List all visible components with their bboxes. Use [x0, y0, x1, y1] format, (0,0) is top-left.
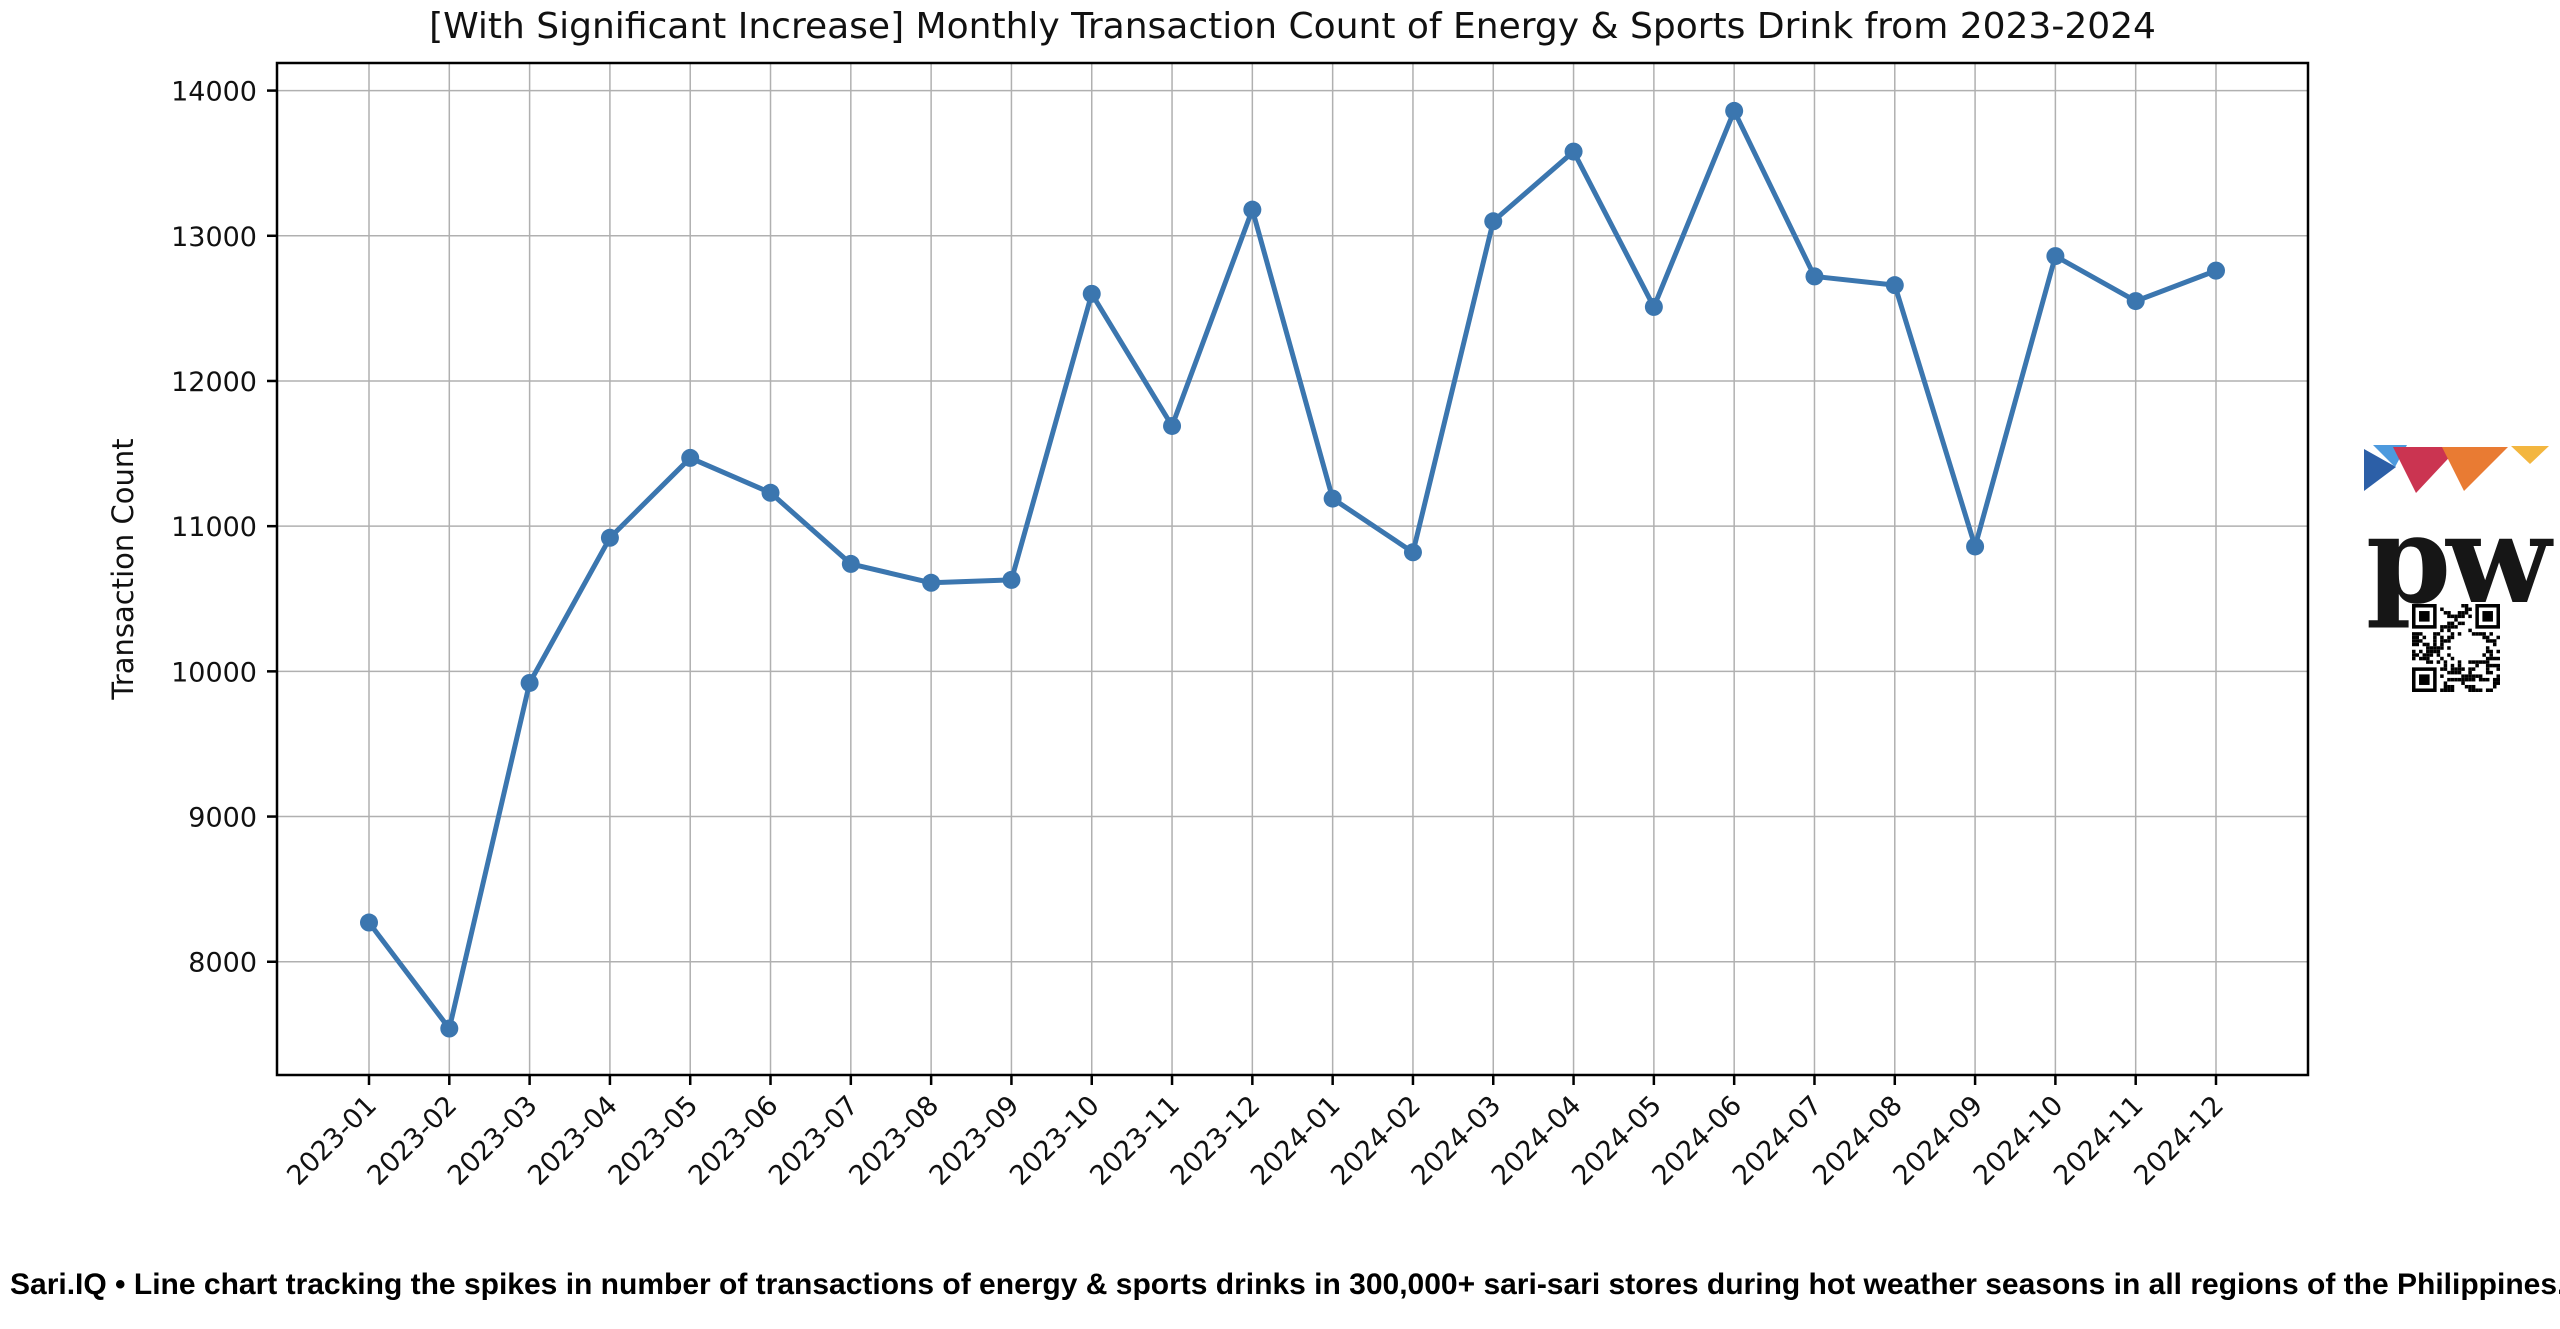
data-point [1082, 284, 1101, 303]
x-tick-label: 2024-12 [2128, 1090, 2230, 1192]
y-tick-label: 8000 [188, 948, 257, 979]
data-point [360, 913, 378, 932]
y-tick-label: 11000 [171, 512, 257, 543]
y-tick-label: 13000 [171, 222, 257, 253]
data-point [1323, 489, 1342, 508]
data-point [1243, 200, 1262, 219]
data-point [1484, 212, 1503, 231]
data-point [1403, 543, 1422, 562]
bottom-caption: Sari.IQ • Line chart tracking the spikes… [10, 1268, 2560, 1301]
qr-code-icon [2412, 604, 2500, 692]
data-point [1644, 297, 1663, 316]
y-tick-label: 14000 [171, 77, 257, 108]
data-point [922, 573, 941, 592]
data-point [1805, 267, 1824, 286]
data-point [841, 554, 860, 573]
data-point [520, 673, 539, 692]
data-point [2126, 292, 2145, 311]
y-tick-label: 9000 [188, 803, 257, 834]
y-tick-label: 12000 [171, 367, 257, 398]
data-point [1002, 570, 1021, 589]
data-point [1885, 276, 1904, 295]
series-line [366, 108, 2219, 1032]
data-point [1966, 537, 1985, 556]
data-point [600, 528, 619, 547]
data-point [1564, 142, 1583, 161]
data-point [2046, 247, 2065, 266]
data-point [1163, 416, 1182, 435]
y-tick-label: 10000 [171, 657, 257, 688]
pw-logo: pw [2362, 444, 2551, 692]
axes-frame [275, 61, 2310, 1077]
data-point [761, 483, 780, 502]
logo-triangles-icon [2364, 445, 2549, 493]
data-point [1725, 101, 1744, 120]
data-point [681, 448, 700, 467]
data-point [2207, 261, 2225, 280]
chart-title: [With Significant Increase] Monthly Tran… [429, 6, 2156, 47]
data-point [440, 1019, 459, 1038]
logo-wordmark: pw [2365, 487, 2551, 631]
